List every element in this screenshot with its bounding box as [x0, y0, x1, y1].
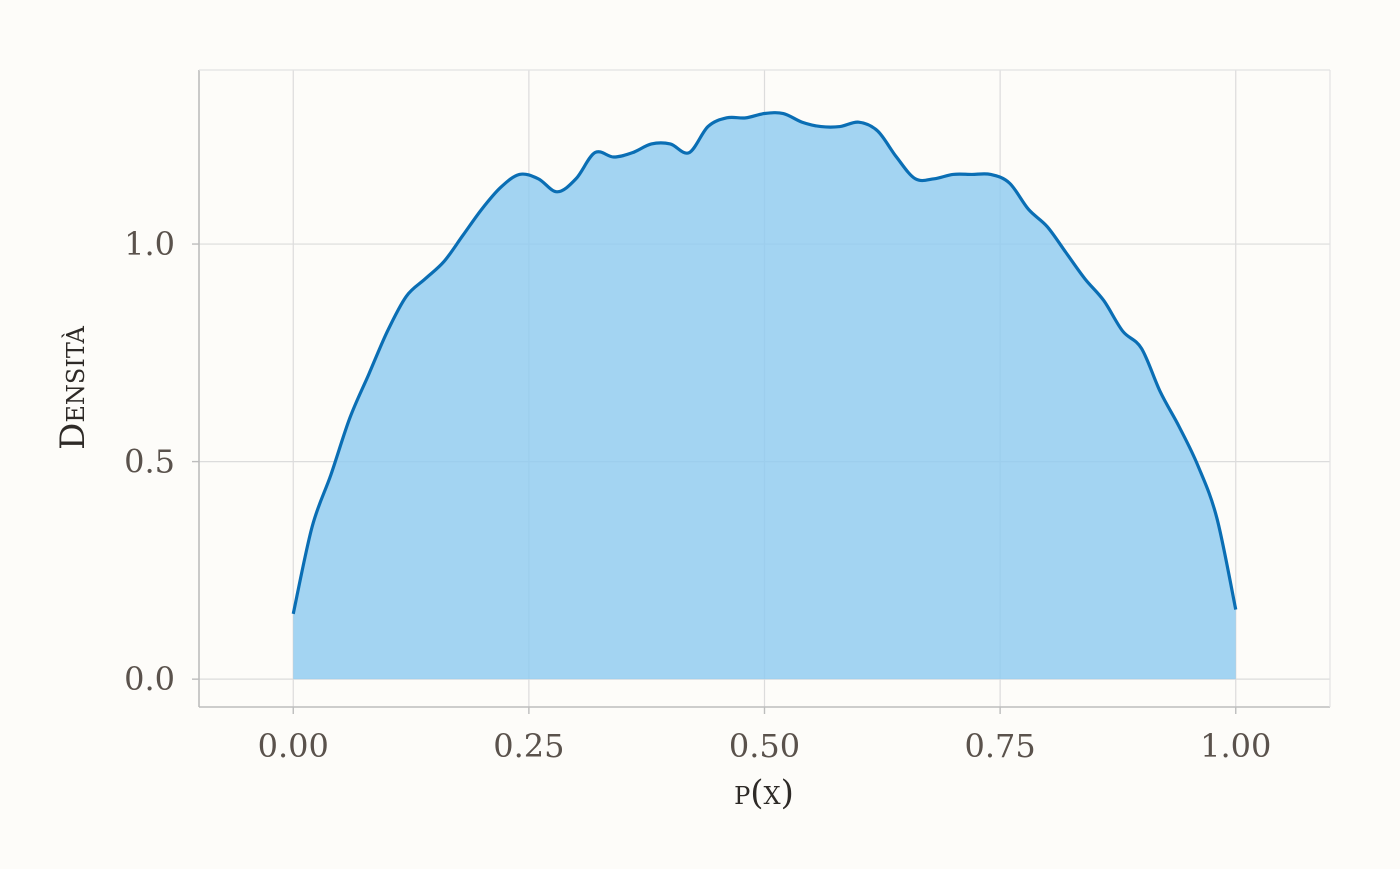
y-tick-labels: 0.0 0.5 1.0: [124, 225, 199, 698]
x-tick-label: 1.00: [1200, 727, 1271, 765]
density-line: [291, 111, 1238, 615]
y-tick-label: 0.0: [124, 660, 175, 698]
x-tick-label: 0.25: [493, 727, 564, 765]
x-tick-label: 0.00: [258, 727, 329, 765]
y-tick-label: 1.0: [124, 225, 175, 263]
x-tick-labels: 0.00 0.25 0.50 0.75 1.00: [258, 707, 1271, 765]
line-layer: [291, 111, 1238, 615]
y-tick-label: 0.5: [124, 443, 175, 481]
x-tick-label: 0.75: [965, 727, 1036, 765]
x-axis-title: p(x): [734, 773, 794, 813]
density-area: [293, 112, 1236, 680]
y-axis-title: Densità: [53, 325, 93, 449]
area-layer: [293, 112, 1236, 680]
x-tick-label: 0.50: [729, 727, 800, 765]
